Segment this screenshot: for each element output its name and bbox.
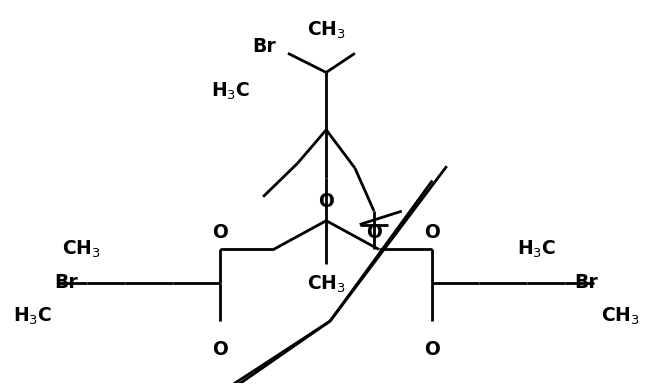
Text: O: O bbox=[212, 340, 228, 359]
Text: O: O bbox=[366, 223, 382, 242]
Text: H$_3$C: H$_3$C bbox=[518, 239, 557, 260]
Text: CH$_3$: CH$_3$ bbox=[307, 273, 346, 295]
Text: CH$_3$: CH$_3$ bbox=[62, 239, 101, 260]
Text: O: O bbox=[424, 340, 440, 359]
Text: Br: Br bbox=[574, 273, 598, 292]
Text: CH$_3$: CH$_3$ bbox=[307, 20, 346, 41]
Text: O: O bbox=[212, 223, 228, 242]
Text: CH$_3$: CH$_3$ bbox=[600, 306, 639, 327]
Text: Br: Br bbox=[252, 37, 275, 56]
Text: H$_3$C: H$_3$C bbox=[211, 81, 251, 102]
Text: O: O bbox=[318, 192, 334, 211]
Text: Br: Br bbox=[55, 273, 79, 292]
Text: O: O bbox=[424, 223, 440, 242]
Text: H$_3$C: H$_3$C bbox=[13, 306, 53, 327]
